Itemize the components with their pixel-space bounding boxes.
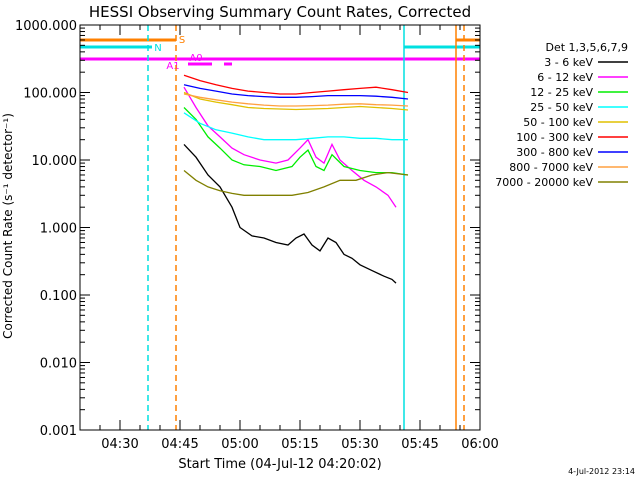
y-axis-label: Corrected Count Rate (s⁻¹ detector⁻¹) — [1, 113, 15, 339]
legend-entry-label: 100 - 300 keV — [516, 131, 593, 144]
flag-label-a1: A1 — [166, 61, 179, 72]
legend-entry-label: 12 - 25 keV — [530, 86, 593, 99]
plot-frame — [79, 24, 481, 431]
legend-entry-label: 3 - 6 keV — [544, 56, 593, 69]
series-line-3-6-kevkev — [183, 143, 397, 284]
series-line-800-7000-kevkev — [183, 93, 409, 107]
legend-entry-label: 7000 - 20000 keV — [495, 176, 593, 189]
legend: Det 1,3,5,6,7,9 3 - 6 keV 6 - 12 keV 12 - 2… — [495, 41, 628, 189]
x-tick-label: 04:45 — [161, 437, 198, 452]
plot-timestamp: 4-Jul-2012 23:14 — [568, 467, 635, 476]
legend-entry-label: 25 - 50 keV — [530, 101, 593, 114]
y-tick-label: 100.000 — [23, 87, 77, 102]
series-line-50-100-kevkev — [183, 91, 409, 111]
flag-label-n: N — [154, 43, 161, 54]
x-tick-label: 05:15 — [281, 437, 318, 452]
x-tick-label: 05:30 — [341, 437, 378, 452]
series-line-100-300-kevkev — [183, 74, 409, 95]
series-line-7000-20000-kevkev — [183, 169, 409, 196]
series-line-300-800-kevkev — [183, 84, 409, 100]
x-tick-label: 05:00 — [221, 437, 258, 452]
legend-entry-label: 300 - 800 keV — [516, 146, 593, 159]
legend-title: Det 1,3,5,6,7,9 — [545, 41, 628, 54]
legend-entry-label: 50 - 100 keV — [523, 116, 593, 129]
legend-entry-label: 800 - 7000 keV — [509, 161, 593, 174]
plot-area: SNA0A1 — [80, 25, 480, 430]
x-tick-label: 05:45 — [401, 437, 438, 452]
legend-entry-label: 6 - 12 keV — [537, 71, 593, 84]
series-line-25-50-kevkev — [183, 112, 408, 141]
y-tick-label: 0.010 — [40, 357, 77, 372]
y-tick-label: 1000.000 — [15, 19, 77, 34]
y-tick-label: 0.001 — [40, 424, 77, 439]
series-line-12-25-kevkev — [183, 107, 409, 176]
x-axis-label: Start Time (04-Jul-12 04:20:02) — [178, 457, 381, 472]
chart-title: HESSI Observing Summary Count Rates, Cor… — [89, 3, 471, 21]
x-tick-label: 06:00 — [461, 437, 498, 452]
y-tick-label: 10.000 — [32, 154, 78, 169]
axes: 0.001 0.010 0.100 1.000 10.000 100.000 1000.00… — [15, 19, 499, 452]
flag-label-s: S — [179, 35, 185, 46]
x-tick-label: 04:30 — [101, 437, 138, 452]
y-tick-label: 1.000 — [40, 222, 77, 237]
y-tick-label: 0.100 — [40, 289, 77, 304]
